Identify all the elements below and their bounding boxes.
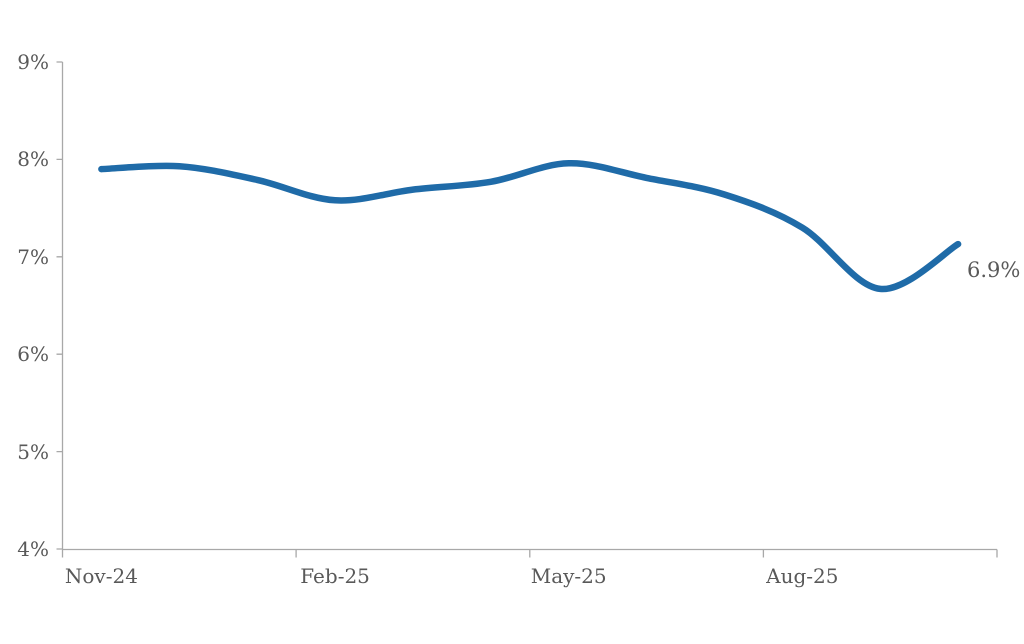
x-axis-tick-label: Feb-25 xyxy=(300,564,370,588)
y-axis-tick-label: 8% xyxy=(17,147,49,172)
y-axis-tick-label: 4% xyxy=(17,537,49,561)
y-axis-tick-label: 7% xyxy=(17,244,49,269)
x-axis-tick-label: Nov-24 xyxy=(64,564,138,588)
y-axis-tick-label: 6% xyxy=(17,342,49,367)
x-axis xyxy=(61,548,998,558)
x-axis-tick-label: May-25 xyxy=(530,564,607,588)
y-axis-tick-label: 5% xyxy=(17,439,49,464)
latest-value-label: 6.9% xyxy=(967,258,1021,282)
trend-line xyxy=(98,160,962,293)
y-axis-tick-label: 9% xyxy=(17,50,49,74)
y-axis xyxy=(56,61,64,550)
x-axis-tick-label: Aug-25 xyxy=(766,564,839,588)
